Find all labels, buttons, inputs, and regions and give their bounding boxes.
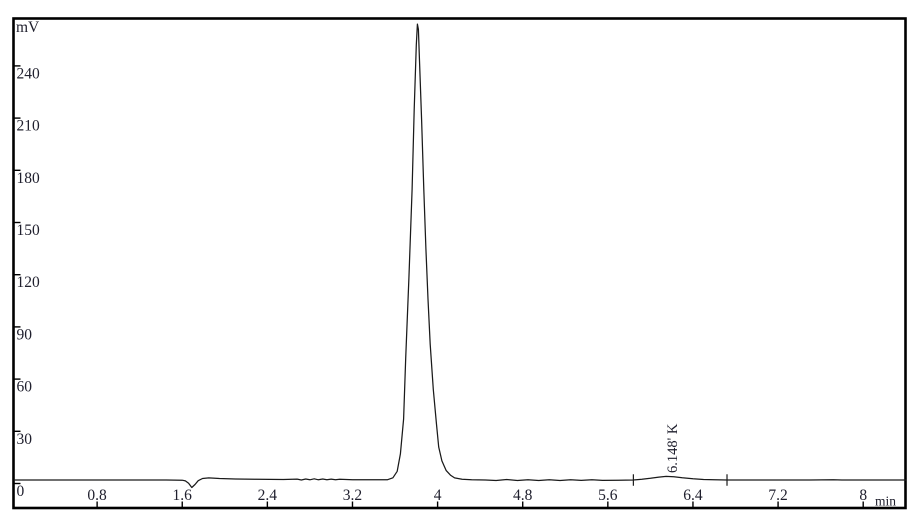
x-axis-unit-label: min (875, 494, 896, 509)
y-tick-label: 120 (17, 274, 41, 291)
y-tick-label: 0 (17, 483, 25, 500)
y-axis-unit-label: mV (16, 19, 40, 36)
plot-frame (12, 17, 907, 510)
y-tick-label: 60 (17, 379, 33, 396)
x-tick-label: 6.4 (683, 487, 703, 504)
x-tick-label: 4 (434, 487, 442, 504)
chromatogram-trace (13, 23, 907, 489)
y-tick-label: 30 (17, 431, 33, 448)
y-tick-label: 210 (17, 118, 41, 135)
y-tick-label: 150 (17, 222, 41, 239)
x-tick-label: 2.4 (258, 487, 278, 504)
y-tick-label: 90 (17, 326, 33, 343)
x-tick-label: 1.6 (173, 487, 193, 504)
y-tick-label: 240 (17, 65, 41, 82)
x-tick-label: 3.2 (343, 487, 362, 504)
y-tick-label: 180 (17, 170, 41, 187)
x-axis-ticks: 0.8 1.6 2.4 3.2 4 4.8 5.6 6.4 7.2 8 (87, 487, 867, 507)
x-tick-label: 5.6 (598, 487, 618, 504)
x-tick-label: 0.8 (87, 487, 107, 504)
x-tick-label: 8 (859, 487, 867, 504)
x-tick-label: 7.2 (768, 487, 787, 504)
peak-annotation: 6.148' K (665, 423, 681, 473)
x-tick-label: 4.8 (513, 487, 533, 504)
y-axis-ticks: 0 30 60 90 120 150 180 210 240 (14, 65, 41, 500)
